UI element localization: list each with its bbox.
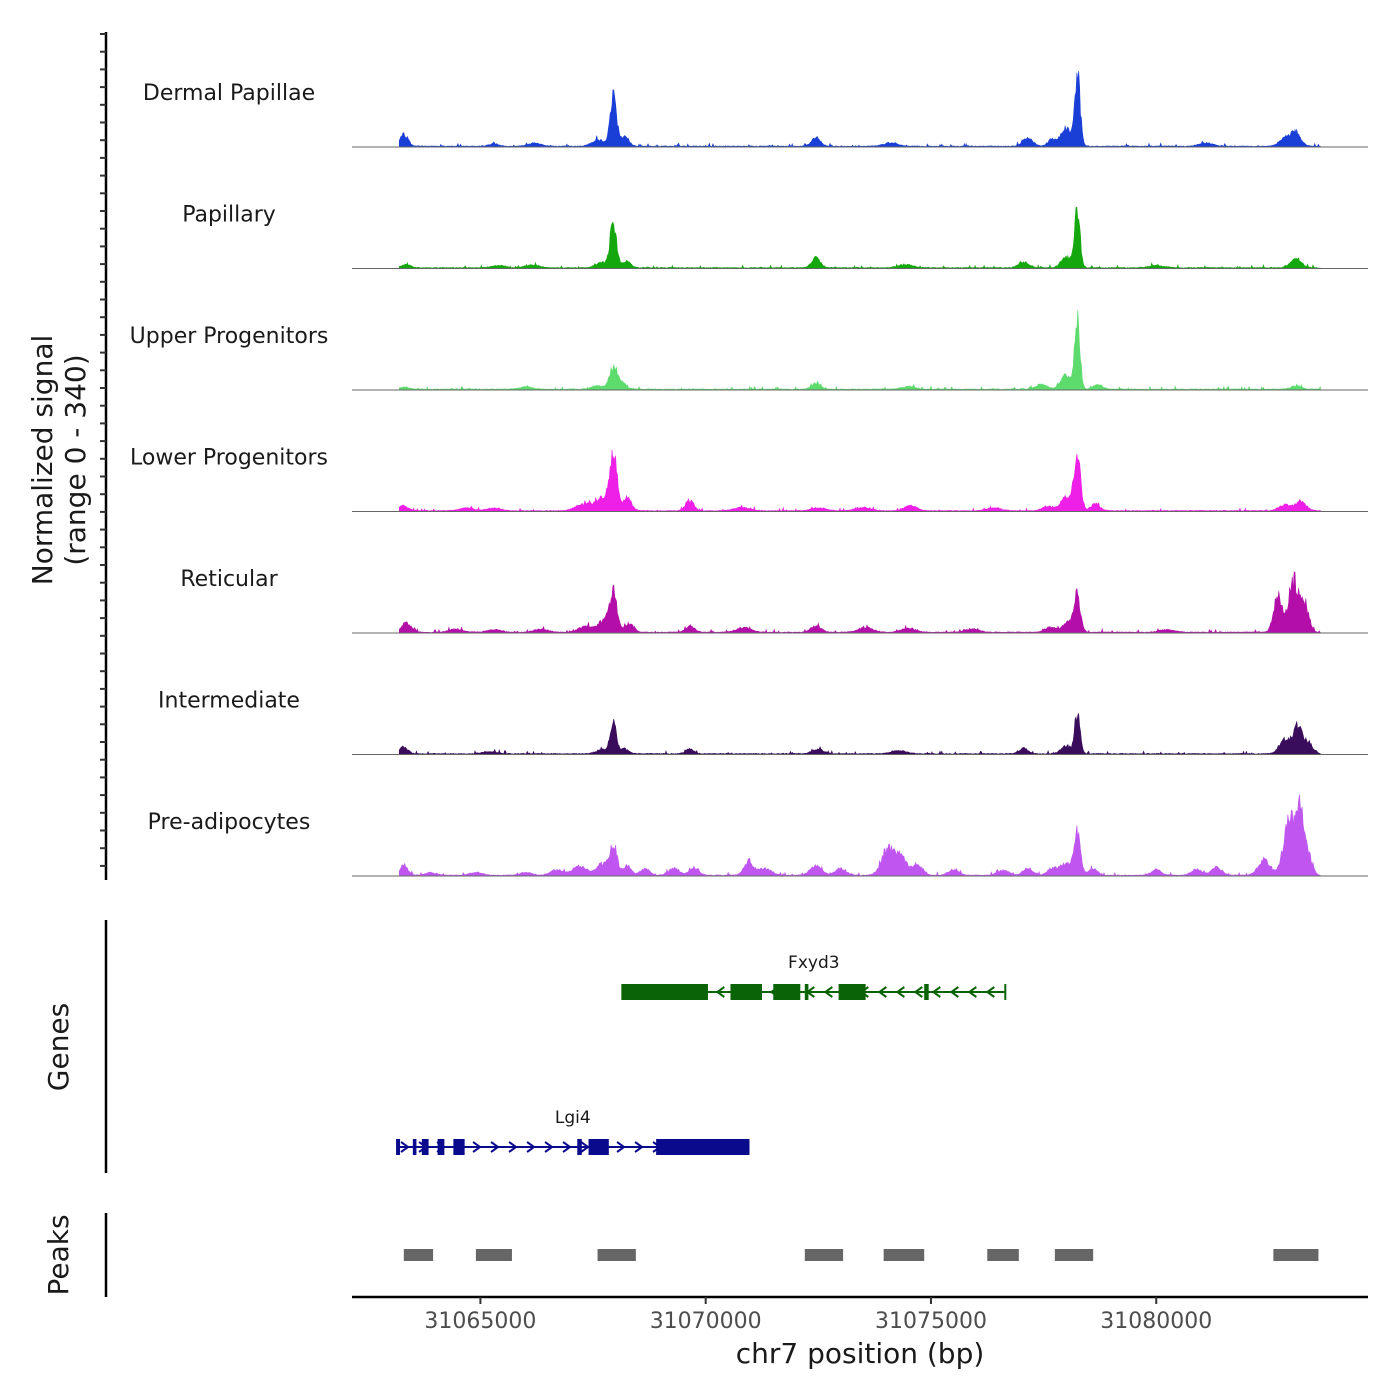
x-tick-label: 31080000 [1100,1309,1212,1334]
track-label: Intermediate [158,689,300,714]
strand-arrow [877,986,887,998]
gene-exon [838,984,866,1000]
gene-exon [412,1139,417,1155]
strand-arrow [931,986,941,998]
y-axis-title: Normalized signal [26,335,59,586]
x-tick-label: 31070000 [650,1309,762,1334]
track-4: Lower Progenitors [130,446,1368,512]
strand-arrow [562,1141,572,1153]
strand-arrow [895,986,905,998]
gene-exon [656,1139,749,1155]
gene-annotation-track: Fxyd3 Lgi4 [104,920,1007,1173]
strand-arrow [949,986,959,998]
strand-arrow [400,1141,410,1153]
gene-Lgi4: Lgi4 [396,1108,750,1155]
track-label: Pre-adipocytes [148,810,311,835]
strand-arrow [967,986,977,998]
track-2: Papillary [182,203,1368,269]
x-axis-title: chr7 position (bp) [736,1337,985,1370]
strand-arrow [715,986,725,998]
strand-arrow [634,1141,644,1153]
coverage-area [399,571,1322,634]
track-5: Reticular [180,567,1368,634]
peak-track [104,1213,1319,1297]
strand-arrow [616,1141,626,1153]
peak-region [883,1249,925,1261]
peak-region [804,1249,844,1261]
strand-arrow [526,1141,536,1153]
track-label: Dermal Papillae [143,81,315,106]
gene-label: Fxyd3 [788,953,840,973]
coverage-tracks: Dermal Papillae Papillary Upper Progenitor… [130,70,1368,877]
peak-region [597,1249,636,1261]
gene-exon [622,984,708,1000]
track-label: Upper Progenitors [130,324,329,349]
position-x-axis: 31065000 31070000 31075000 31080000 [352,1295,1368,1334]
track-1: Dermal Papillae [143,70,1368,148]
peaks-axis-title: Peaks [42,1214,75,1295]
gene-exon [730,984,763,1000]
strand-arrow [472,1141,482,1153]
genes-axis-title: Genes [42,1003,75,1091]
track-label: Papillary [182,203,276,228]
coverage-area [399,712,1322,755]
coverage-area [399,310,1322,391]
coverage-area [399,206,1322,269]
coverage-area [399,449,1322,512]
strand-arrow [823,986,833,998]
strand-arrow [544,1141,554,1153]
strand-arrow [985,986,995,998]
strand-arrow [490,1141,500,1153]
gene-exon [453,1139,465,1155]
track-label: Lower Progenitors [130,446,328,471]
peak-region [475,1249,512,1261]
coverage-area [399,794,1322,877]
gene-label: Lgi4 [555,1108,591,1128]
gene-exon [773,984,801,1000]
strand-arrow [913,986,923,998]
track-6: Intermediate [158,689,1368,755]
peak-region [1054,1249,1094,1261]
coverage-area [399,70,1322,148]
gene-exon [397,1139,401,1155]
track-3: Upper Progenitors [130,310,1368,391]
gene-Fxyd3: Fxyd3 [621,953,1007,1000]
x-tick-label: 31065000 [424,1309,536,1334]
strand-arrow [580,1141,590,1153]
track-label: Reticular [180,567,278,592]
gene-exon [421,1139,429,1155]
peak-region [403,1249,434,1261]
peak-region [987,1249,1019,1261]
gene-exon [577,1139,582,1155]
gene-exon [804,984,809,1000]
gene-exon [437,1139,445,1155]
x-tick-label: 31075000 [875,1309,987,1334]
gene-exon [924,984,929,1000]
signal-y-axis [100,32,108,880]
strand-arrow [508,1141,518,1153]
track-7: Pre-adipocytes [148,794,1368,877]
gene-exon [588,1139,609,1155]
y-axis-range: (range 0 - 340) [59,354,92,565]
peak-region [1273,1249,1319,1261]
